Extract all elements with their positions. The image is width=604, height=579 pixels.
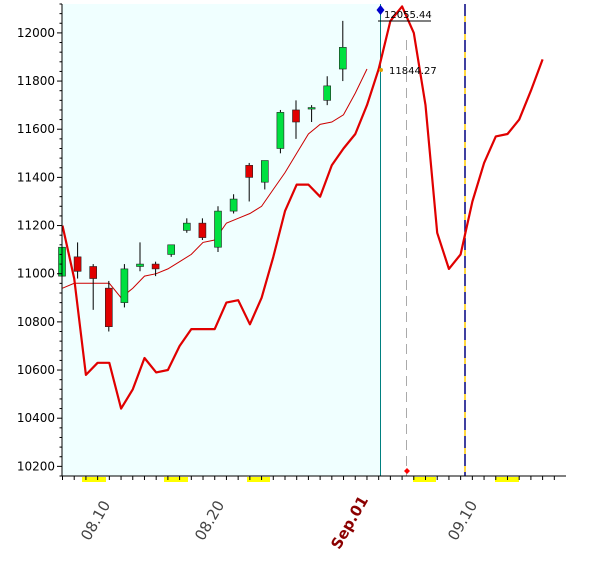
y-tick-label: 11600 <box>17 122 55 136</box>
weekend-marker <box>82 477 106 482</box>
candle <box>292 100 300 139</box>
candle-body <box>105 287 113 327</box>
y-tick-label: 10800 <box>17 315 55 329</box>
close-label: 11844.27 <box>389 66 437 77</box>
candle <box>276 109 285 154</box>
candle-body <box>323 85 332 101</box>
y-axis-tick-labels: 10200 10400 10600 10800 11000 11200 11400 11600… <box>17 26 55 473</box>
candle <box>73 242 82 279</box>
weekend-marker <box>413 477 436 482</box>
candle-body <box>120 268 129 303</box>
candle-body <box>183 222 191 231</box>
close-marker <box>379 68 383 72</box>
candle-body <box>73 256 82 272</box>
y-tick-label: 11200 <box>17 219 55 233</box>
candle-body <box>292 109 300 123</box>
y-tick-label: 10400 <box>17 411 55 425</box>
weekend-marker <box>164 477 188 482</box>
candle <box>307 105 316 122</box>
y-tick-label: 12000 <box>17 26 55 40</box>
plot-axes <box>57 3 566 480</box>
high-label: 12055.44 <box>384 10 432 21</box>
candle <box>151 261 160 277</box>
candle <box>338 20 347 82</box>
candle-body <box>214 210 222 248</box>
vertical-marker-lines <box>380 4 466 476</box>
y-tick-label: 10600 <box>17 363 55 377</box>
candle <box>214 206 222 253</box>
bottom-diamond-marker <box>404 468 410 474</box>
candle <box>120 264 129 308</box>
bold-red-line <box>61 5 544 410</box>
candle-body <box>198 222 207 238</box>
candle-body <box>151 263 160 270</box>
high-marker <box>376 5 385 15</box>
candle <box>89 264 97 310</box>
candle-body <box>338 47 347 70</box>
candle <box>198 218 207 240</box>
candle <box>260 160 269 190</box>
y-tick-label: 11800 <box>17 74 55 88</box>
price-annotations: 12055.44 11844.27 <box>376 5 437 77</box>
candle-body <box>89 266 97 279</box>
candle-body <box>260 160 269 183</box>
candle <box>323 76 332 106</box>
candle <box>229 194 238 214</box>
candle-body <box>307 107 316 110</box>
candle <box>245 162 253 202</box>
candle-body <box>229 198 238 212</box>
candle <box>183 218 191 233</box>
y-tick-label: 11000 <box>17 267 55 281</box>
candle <box>167 244 175 257</box>
bold-line-series <box>61 5 544 410</box>
weekend-marker <box>247 477 270 482</box>
y-tick-label: 10200 <box>17 459 55 473</box>
candle-body <box>136 263 144 267</box>
candle-body <box>276 112 285 149</box>
y-tick-label: 11400 <box>17 170 55 184</box>
candle-body <box>245 165 253 178</box>
candle <box>105 280 113 332</box>
candle-body <box>167 244 175 255</box>
candle <box>136 242 144 272</box>
